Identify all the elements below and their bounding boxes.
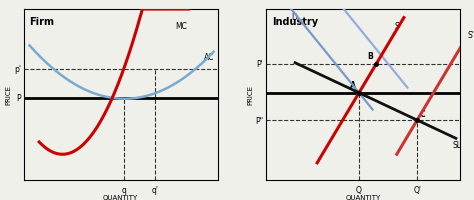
Text: C: C <box>420 110 426 119</box>
Text: Q: Q <box>356 185 362 194</box>
Text: AC: AC <box>204 53 214 62</box>
Text: P": P" <box>255 116 263 125</box>
Text: q: q <box>122 185 127 194</box>
Text: PRICE: PRICE <box>5 85 11 105</box>
Text: p': p' <box>14 65 21 74</box>
Text: A: A <box>350 81 356 90</box>
Text: Industry: Industry <box>272 17 318 27</box>
Text: QUANTITY: QUANTITY <box>103 194 138 200</box>
Text: Q': Q' <box>413 185 421 194</box>
Text: q': q' <box>152 185 159 194</box>
Text: MC: MC <box>175 22 187 31</box>
Text: D: D <box>291 13 297 22</box>
Text: B: B <box>368 52 374 61</box>
Text: S: S <box>394 22 399 31</box>
Text: P: P <box>16 94 21 103</box>
Text: Firm: Firm <box>29 17 55 27</box>
Text: PRICE: PRICE <box>247 85 254 105</box>
Text: S': S' <box>467 30 474 39</box>
Text: P': P' <box>256 60 263 69</box>
Text: SL: SL <box>452 140 461 149</box>
Text: QUANTITY: QUANTITY <box>345 194 381 200</box>
